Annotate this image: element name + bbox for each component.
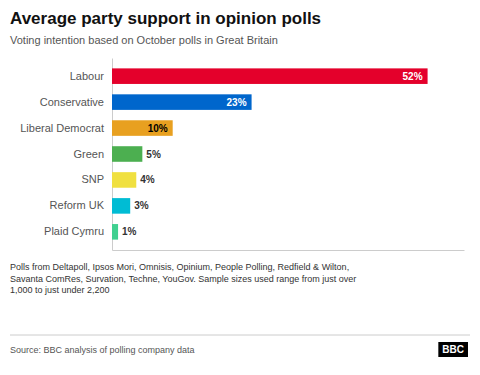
y-tick-label: Conservative	[40, 96, 104, 108]
y-tick-label: Labour	[70, 70, 105, 82]
logo-text: BBC	[442, 344, 464, 355]
logo-box	[438, 342, 468, 357]
y-tick-label: Green	[73, 148, 104, 160]
x-axis	[113, 250, 465, 251]
bars	[112, 68, 428, 239]
bar	[112, 172, 136, 188]
y-tick-label: Reform UK	[50, 199, 105, 211]
source: Source: BBC analysis of polling company …	[10, 345, 195, 355]
bar	[112, 146, 142, 162]
chart: Average party support in opinion polls Vo…	[0, 0, 480, 375]
data-label: 3%	[134, 200, 149, 211]
data-label: 4%	[140, 174, 155, 185]
y-tick: Labour	[70, 70, 112, 82]
separator	[10, 335, 470, 336]
logo: BBC	[438, 342, 468, 357]
subtitle: Voting intention based on October polls …	[10, 34, 278, 46]
y-tick: Conservative	[40, 96, 112, 108]
data-label: 23%	[227, 97, 247, 108]
y-tick-label: Liberal Democrat	[20, 122, 104, 134]
bar	[112, 94, 252, 110]
y-tick: Reform UK	[50, 199, 112, 211]
bar	[112, 198, 130, 214]
data-label: 52%	[403, 71, 423, 82]
data-label: 1%	[122, 226, 137, 237]
bar	[112, 68, 428, 84]
x-axis-line	[113, 250, 465, 251]
y-tick-label: Plaid Cymru	[44, 225, 104, 237]
data-label: 10%	[148, 123, 168, 134]
title: Average party support in opinion polls	[10, 9, 321, 28]
y-tick-label: SNP	[81, 173, 104, 185]
y-tick: Liberal Democrat	[20, 122, 112, 134]
plot: Labour Conservative Liberal Democrat Green S…	[20, 59, 464, 251]
y-axis: Labour Conservative Liberal Democrat Green S…	[20, 59, 112, 251]
bar	[112, 224, 118, 240]
y-tick: Plaid Cymru	[44, 225, 112, 237]
y-tick: Green	[73, 148, 112, 160]
y-tick: SNP	[81, 173, 112, 185]
bar	[112, 120, 173, 136]
data-label: 5%	[146, 149, 161, 160]
footnote: Polls from Deltapoll, Ipsos Mori, Omnisi…	[10, 262, 356, 295]
data-labels: 52% 23% 10% 5% 4% 3% 1%	[122, 71, 423, 238]
